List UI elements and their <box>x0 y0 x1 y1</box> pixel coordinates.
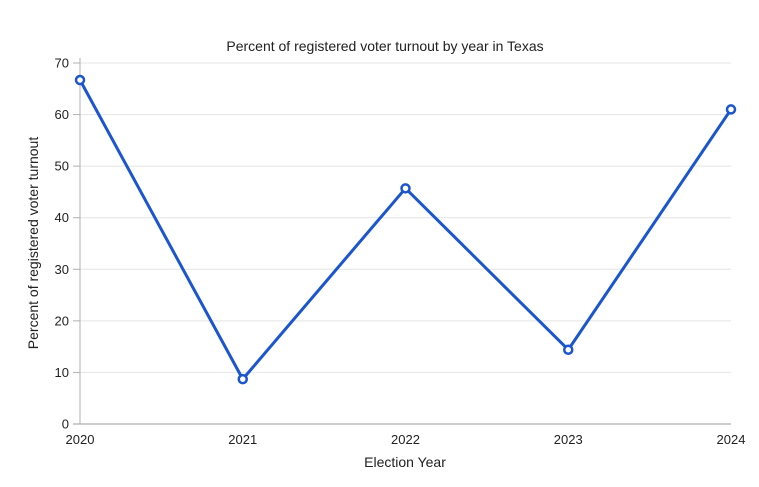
x-tick-label: 2024 <box>717 432 746 447</box>
chart-title: Percent of registered voter turnout by y… <box>226 38 543 54</box>
y-tick-label: 0 <box>62 417 69 432</box>
data-point[interactable] <box>725 104 737 115</box>
data-point[interactable] <box>237 373 248 385</box>
x-axis-title: Election Year <box>364 454 446 470</box>
y-tick-label: 50 <box>55 159 69 174</box>
data-point[interactable] <box>74 74 86 86</box>
y-axis-ticks: 0 10 20 30 40 50 60 70 <box>55 56 80 432</box>
y-tick-label: 20 <box>55 313 69 328</box>
x-tick-label: 2022 <box>391 432 420 447</box>
data-line <box>78 78 733 381</box>
data-point[interactable] <box>563 344 574 355</box>
data-point[interactable] <box>400 183 411 194</box>
x-tick-label: 2021 <box>228 432 257 447</box>
y-tick-label: 30 <box>55 262 69 277</box>
y-tick-label: 70 <box>55 56 69 71</box>
x-axis-ticks: 2020 2021 2022 2023 2024 <box>66 432 746 447</box>
y-tick-label: 40 <box>55 210 69 225</box>
x-tick-label: 2023 <box>554 432 583 447</box>
y-tick-label: 10 <box>55 365 69 380</box>
data-points <box>74 74 737 385</box>
y-axis-title: Percent of registered voter turnout <box>25 137 41 350</box>
gridlines <box>80 62 731 373</box>
y-tick-label: 60 <box>55 107 69 122</box>
x-tick-label: 2020 <box>66 432 95 447</box>
